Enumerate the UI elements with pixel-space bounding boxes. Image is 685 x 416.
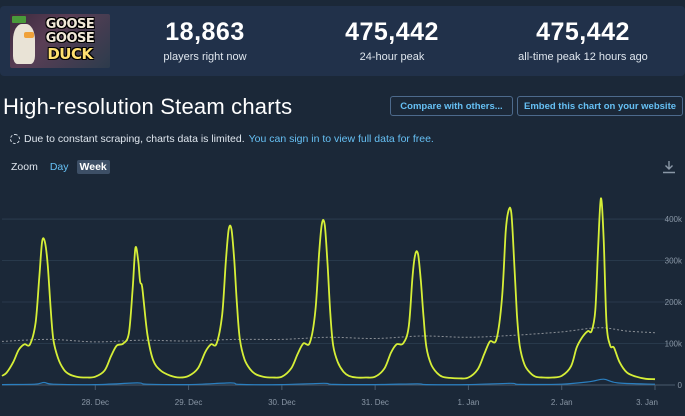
zoom-label: Zoom [11,161,38,173]
stat-value: 18,863 [165,18,245,46]
zoom-day-button[interactable]: Day [49,161,69,173]
x-tick-label: 2. Jan [551,398,573,407]
data-limit-notice: Due to constant scraping, charts data is… [10,133,434,145]
x-axis: 28. Dec 29. Dec 30. Dec 31. Dec 1. Jan 2. Jan… [2,384,675,407]
embed-chart-button[interactable]: Embed this chart on your website [517,96,683,116]
stat-label: all-time peak 12 hours ago [518,51,648,63]
chart-series [1,197,656,386]
section-title: High-resolution Steam charts [3,94,293,119]
player-count-chart[interactable]: 28. Dec 29. Dec 30. Dec 31. Dec 1. Jan 2. Jan… [0,180,685,416]
x-tick-label: 28. Dec [81,398,109,407]
stat-24h-peak: 475,442 24-hour peak [322,18,462,63]
stat-value: 475,442 [345,18,439,46]
logo-badge-icon [12,16,26,23]
series-line-players [1,197,656,381]
notice-text: Due to constant scraping, charts data is… [24,133,245,145]
zoom-week-button[interactable]: Week [76,160,110,174]
sign-in-link[interactable]: You can sign in to view full data for fr… [248,133,434,145]
stat-current-players: 18,863 players right now [135,18,275,63]
y-tick-label: 200k [665,298,683,307]
x-tick-label: 31. Dec [361,398,389,407]
x-tick-label: 30. Dec [268,398,296,407]
stats-header: GOOSE GOOSE DUCK 18,863 players right no… [0,6,685,76]
zoom-controls: Zoom Day Week [11,160,110,174]
logo-text-line-3: DUCK [47,45,93,63]
stat-value: 475,442 [536,18,630,46]
y-tick-label: 0 [678,381,683,390]
x-tick-label: 29. Dec [175,398,203,407]
loading-spinner-icon [10,134,20,144]
logo-text-line-1: GOOSE [45,17,95,32]
y-tick-label: 300k [665,257,683,266]
logo-text-line-2: GOOSE [45,31,95,46]
compare-button[interactable]: Compare with others... [390,96,513,116]
y-tick-label: 100k [665,340,683,349]
stat-all-time-peak: 475,442 all-time peak 12 hours ago [508,18,658,63]
game-logo[interactable]: GOOSE GOOSE DUCK [10,14,110,68]
y-tick-label: 400k [665,215,683,224]
download-icon[interactable] [662,160,676,174]
goose-beak-icon [24,32,34,38]
stat-label: 24-hour peak [359,51,425,63]
x-tick-label: 3. Jan [636,398,658,407]
series-line-average [1,327,656,343]
y-axis: 0 100k 200k 300k 400k [665,215,683,390]
series-line-twitch [1,378,656,386]
stat-label: players right now [163,51,247,63]
x-tick-label: 1. Jan [458,398,480,407]
